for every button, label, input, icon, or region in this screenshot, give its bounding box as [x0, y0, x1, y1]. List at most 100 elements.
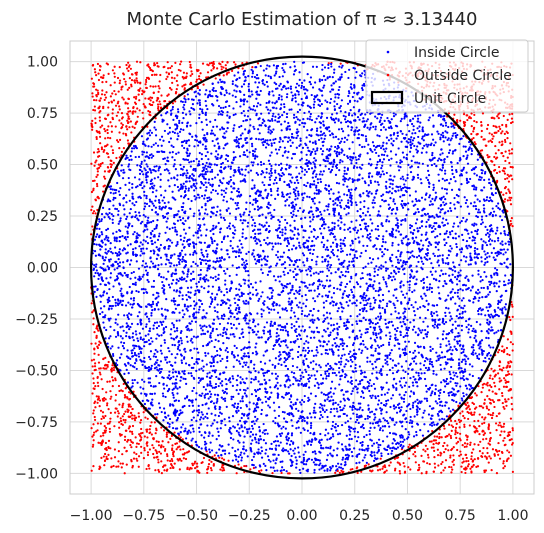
point-inside [278, 174, 281, 177]
point-inside [464, 260, 467, 263]
point-inside [369, 379, 372, 382]
point-inside [458, 174, 462, 177]
point-inside [238, 427, 241, 430]
point-inside [215, 375, 218, 379]
point-inside [326, 155, 329, 158]
point-inside [490, 183, 493, 187]
point-inside [303, 173, 306, 176]
point-inside [244, 180, 247, 183]
point-inside [448, 343, 451, 346]
point-inside [469, 143, 472, 146]
point-inside [204, 403, 207, 406]
point-outside [128, 77, 131, 80]
point-inside [183, 372, 186, 376]
point-outside [153, 421, 156, 424]
point-inside [259, 160, 263, 164]
point-inside [285, 309, 289, 312]
point-outside [443, 441, 446, 445]
point-inside [200, 302, 204, 306]
point-inside [331, 76, 334, 79]
point-inside [142, 142, 145, 145]
point-outside [463, 442, 467, 445]
point-outside [473, 119, 476, 123]
point-inside [310, 374, 313, 377]
point-inside [385, 187, 388, 190]
point-inside [175, 319, 178, 322]
point-inside [276, 87, 279, 90]
point-inside [324, 165, 327, 168]
point-outside [107, 106, 110, 109]
point-inside [253, 184, 256, 187]
point-inside [452, 132, 455, 135]
point-inside [155, 189, 158, 192]
point-inside [210, 449, 214, 452]
point-outside [382, 465, 385, 468]
point-inside [297, 93, 300, 96]
point-inside [374, 395, 377, 398]
point-inside [453, 222, 456, 225]
point-inside [197, 280, 200, 284]
point-inside [259, 244, 262, 247]
point-outside [127, 403, 130, 406]
point-inside [404, 428, 407, 431]
point-inside [278, 351, 281, 354]
point-inside [473, 172, 476, 175]
point-inside [434, 270, 437, 273]
point-inside [260, 173, 263, 176]
point-outside [433, 462, 436, 465]
point-inside [151, 309, 154, 312]
point-inside [109, 191, 112, 194]
point-inside [131, 252, 135, 255]
point-inside [333, 414, 336, 418]
point-outside [506, 137, 509, 140]
point-inside [116, 262, 120, 265]
point-inside [225, 91, 228, 94]
point-inside [347, 201, 350, 204]
point-inside [483, 250, 486, 253]
point-inside [273, 208, 276, 212]
point-inside [242, 109, 245, 113]
point-inside [238, 76, 241, 79]
point-inside [449, 346, 452, 349]
point-inside [329, 134, 332, 137]
point-inside [198, 217, 201, 220]
point-inside [399, 185, 402, 188]
point-outside [440, 436, 443, 439]
point-inside [359, 215, 362, 218]
point-inside [460, 183, 463, 186]
point-inside [173, 382, 177, 385]
point-inside [359, 223, 362, 227]
point-inside [303, 264, 306, 267]
point-inside [237, 138, 241, 141]
point-inside [391, 366, 394, 369]
point-inside [308, 386, 311, 389]
point-inside [485, 243, 489, 247]
point-inside [380, 388, 384, 391]
point-inside [350, 220, 353, 223]
point-inside [324, 248, 327, 251]
point-inside [205, 167, 208, 171]
point-inside [494, 214, 497, 217]
point-inside [150, 364, 153, 367]
point-inside [204, 170, 207, 174]
point-inside [436, 215, 439, 218]
point-inside [353, 67, 357, 70]
point-inside [272, 128, 275, 131]
point-inside [279, 255, 282, 258]
point-outside [114, 379, 117, 382]
point-inside [376, 321, 379, 325]
point-inside [404, 340, 407, 343]
point-inside [149, 236, 152, 240]
point-inside [412, 319, 415, 322]
point-inside [293, 292, 296, 296]
point-inside [242, 388, 246, 392]
point-inside [374, 416, 377, 419]
point-inside [116, 275, 119, 278]
point-outside [165, 77, 168, 81]
point-inside [263, 176, 266, 179]
point-inside [400, 140, 403, 143]
point-inside [356, 229, 360, 232]
point-inside [340, 463, 343, 466]
point-inside [188, 315, 191, 318]
point-inside [274, 462, 277, 465]
